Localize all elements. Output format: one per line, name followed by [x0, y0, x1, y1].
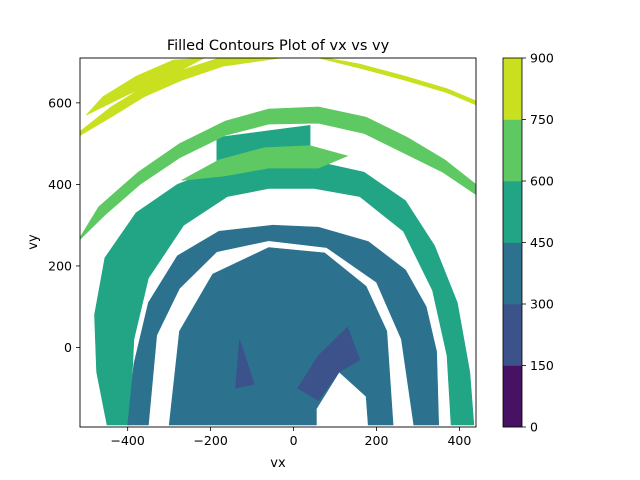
contour-region-750-900-10	[318, 58, 476, 106]
contour-region-150-300-4	[297, 326, 361, 401]
y-tick-label: 600	[48, 95, 72, 110]
contour-region-150-300-5	[235, 339, 255, 389]
contour-region-600-750-6	[80, 106, 476, 240]
x-tick-label: 0	[290, 433, 298, 448]
colorbar-band	[503, 58, 522, 120]
colorbar-band	[503, 365, 522, 428]
colorbar-band	[503, 242, 522, 305]
colorbar-tick-label: 600	[530, 174, 554, 189]
x-tick-label: −400	[111, 433, 145, 448]
colorbar-band	[503, 304, 522, 366]
colorbar-tick-label: 450	[530, 235, 554, 250]
colorbar: 0 150 300 450 600 750 900	[502, 51, 554, 435]
colorbar-tick-label: 750	[530, 112, 554, 127]
colorbar-tick-label: 0	[530, 420, 538, 435]
contour-region-300-450-3	[168, 247, 394, 426]
x-tick-label: −200	[193, 433, 227, 448]
chart-title: Filled Contours Plot of vx vs vy	[167, 38, 390, 54]
contour-region-750-900-9	[85, 58, 205, 116]
y-tick-label: 0	[64, 340, 72, 355]
colorbar-band	[503, 119, 522, 182]
y-axis-title: vy	[26, 234, 41, 250]
x-axis: −400 −200 0 200 400	[111, 427, 471, 448]
y-tick-label: 400	[48, 177, 72, 192]
contour-region-600-750-7	[181, 145, 349, 181]
x-tick-label: 200	[365, 433, 389, 448]
contour-regions	[80, 58, 476, 426]
x-tick-label: 400	[447, 433, 471, 448]
plot-frame	[79, 57, 477, 428]
y-tick-label: 200	[48, 258, 72, 273]
x-axis-title: vx	[270, 456, 286, 471]
contour-region-450-600-0	[94, 161, 475, 426]
colorbar-tick-label: 300	[530, 297, 554, 312]
y-axis: 0 200 400 600	[48, 95, 80, 355]
colorbar-tick-label: 900	[530, 51, 554, 66]
colorbar-band	[503, 181, 522, 243]
colorbar-tick-label: 150	[530, 358, 554, 373]
contour-region-300-450-2	[127, 224, 440, 426]
